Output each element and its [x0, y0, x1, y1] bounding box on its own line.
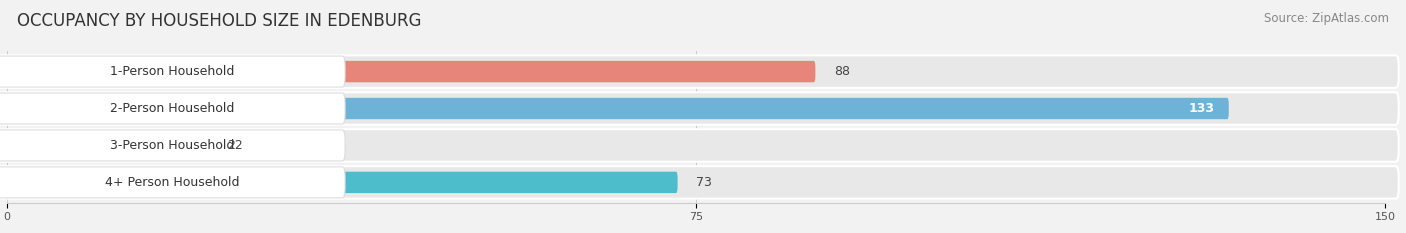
FancyBboxPatch shape	[7, 172, 678, 193]
Text: 22: 22	[228, 139, 243, 152]
FancyBboxPatch shape	[0, 130, 344, 161]
FancyBboxPatch shape	[0, 129, 1399, 162]
FancyBboxPatch shape	[7, 61, 815, 82]
Text: 73: 73	[696, 176, 711, 189]
FancyBboxPatch shape	[7, 135, 209, 156]
FancyBboxPatch shape	[0, 166, 1399, 199]
FancyBboxPatch shape	[0, 92, 1399, 125]
FancyBboxPatch shape	[0, 55, 1399, 88]
Text: 2-Person Household: 2-Person Household	[110, 102, 235, 115]
Text: Source: ZipAtlas.com: Source: ZipAtlas.com	[1264, 12, 1389, 25]
Text: OCCUPANCY BY HOUSEHOLD SIZE IN EDENBURG: OCCUPANCY BY HOUSEHOLD SIZE IN EDENBURG	[17, 12, 422, 30]
Text: 4+ Person Household: 4+ Person Household	[105, 176, 239, 189]
Text: 133: 133	[1189, 102, 1215, 115]
FancyBboxPatch shape	[0, 93, 344, 124]
FancyBboxPatch shape	[7, 98, 1229, 119]
Text: 3-Person Household: 3-Person Household	[110, 139, 235, 152]
FancyBboxPatch shape	[0, 56, 344, 87]
Text: 88: 88	[834, 65, 849, 78]
FancyBboxPatch shape	[0, 167, 344, 198]
Text: 1-Person Household: 1-Person Household	[110, 65, 235, 78]
